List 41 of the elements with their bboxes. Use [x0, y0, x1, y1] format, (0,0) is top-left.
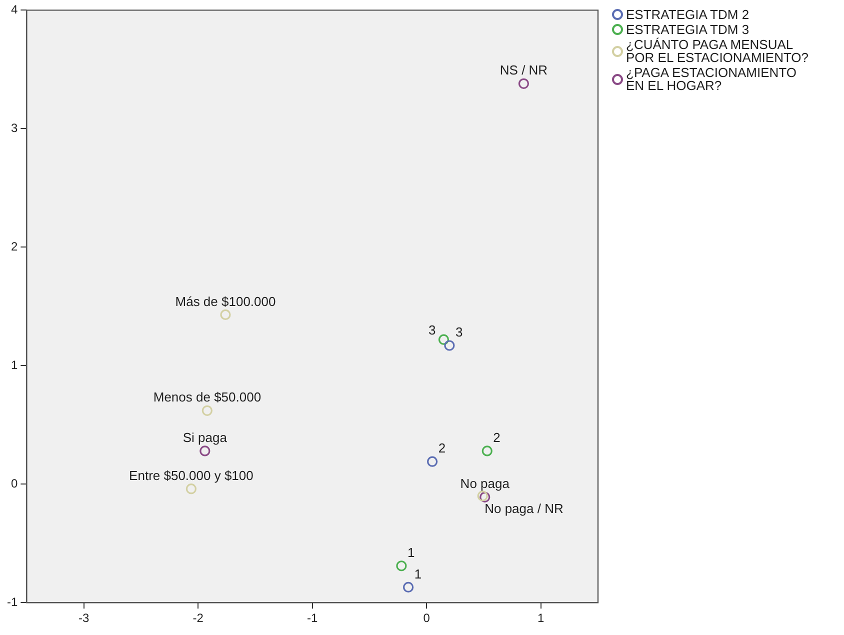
annotation: 1: [414, 566, 422, 582]
annotation: 2: [438, 440, 446, 456]
point: [444, 340, 455, 351]
annotation: Menos de $50.000: [153, 390, 262, 405]
point: [403, 582, 414, 592]
point: [438, 334, 450, 345]
y-tick-label: 3: [10, 120, 18, 135]
annotation: No paga / NR: [484, 501, 564, 516]
x-tick-label: -3: [78, 611, 90, 626]
annotation: Más de $100.000: [175, 294, 276, 309]
point: [480, 492, 490, 502]
legend-label: ¿PAGA ESTACIONAMIENTO EN EL HOGAR?: [626, 65, 798, 93]
annotation: 3: [455, 324, 463, 340]
x-tick-label: 0: [423, 611, 430, 626]
legend-label: ESTRATEGIA TDM 3: [626, 22, 750, 37]
point: [518, 78, 530, 89]
annotation: 3: [428, 322, 436, 338]
annotation: No paga: [460, 476, 510, 492]
annotation: Si paga: [182, 430, 228, 446]
annotation: 2: [493, 430, 500, 446]
y-tick-label: 4: [10, 2, 18, 17]
point: [186, 484, 197, 494]
point: [220, 309, 231, 320]
point: [427, 456, 438, 467]
point: [482, 446, 492, 456]
y-tick-label: 2: [10, 239, 18, 254]
annotation: 1: [407, 544, 415, 560]
y-tick-label: 0: [10, 476, 18, 490]
annotation: Entre $50.000 y $100: [129, 468, 254, 483]
x-tick-label: -2: [192, 611, 204, 626]
y-tick-label: -1: [7, 594, 18, 609]
x-tick-label: -1: [307, 611, 318, 626]
point: [396, 560, 407, 572]
legend-label: ¿CUÁNTO PAGA MENSUAL POR EL ESTACIONAMIENTO?: [626, 37, 810, 65]
point: [200, 446, 210, 456]
x-tick-label: 1: [538, 611, 545, 626]
legend-label: ESTRATEGIA TDM 2: [626, 7, 750, 22]
point: [202, 405, 213, 416]
point: [477, 490, 488, 502]
annotation: NS / NR: [500, 62, 548, 78]
y-tick-label: 1: [10, 358, 18, 372]
